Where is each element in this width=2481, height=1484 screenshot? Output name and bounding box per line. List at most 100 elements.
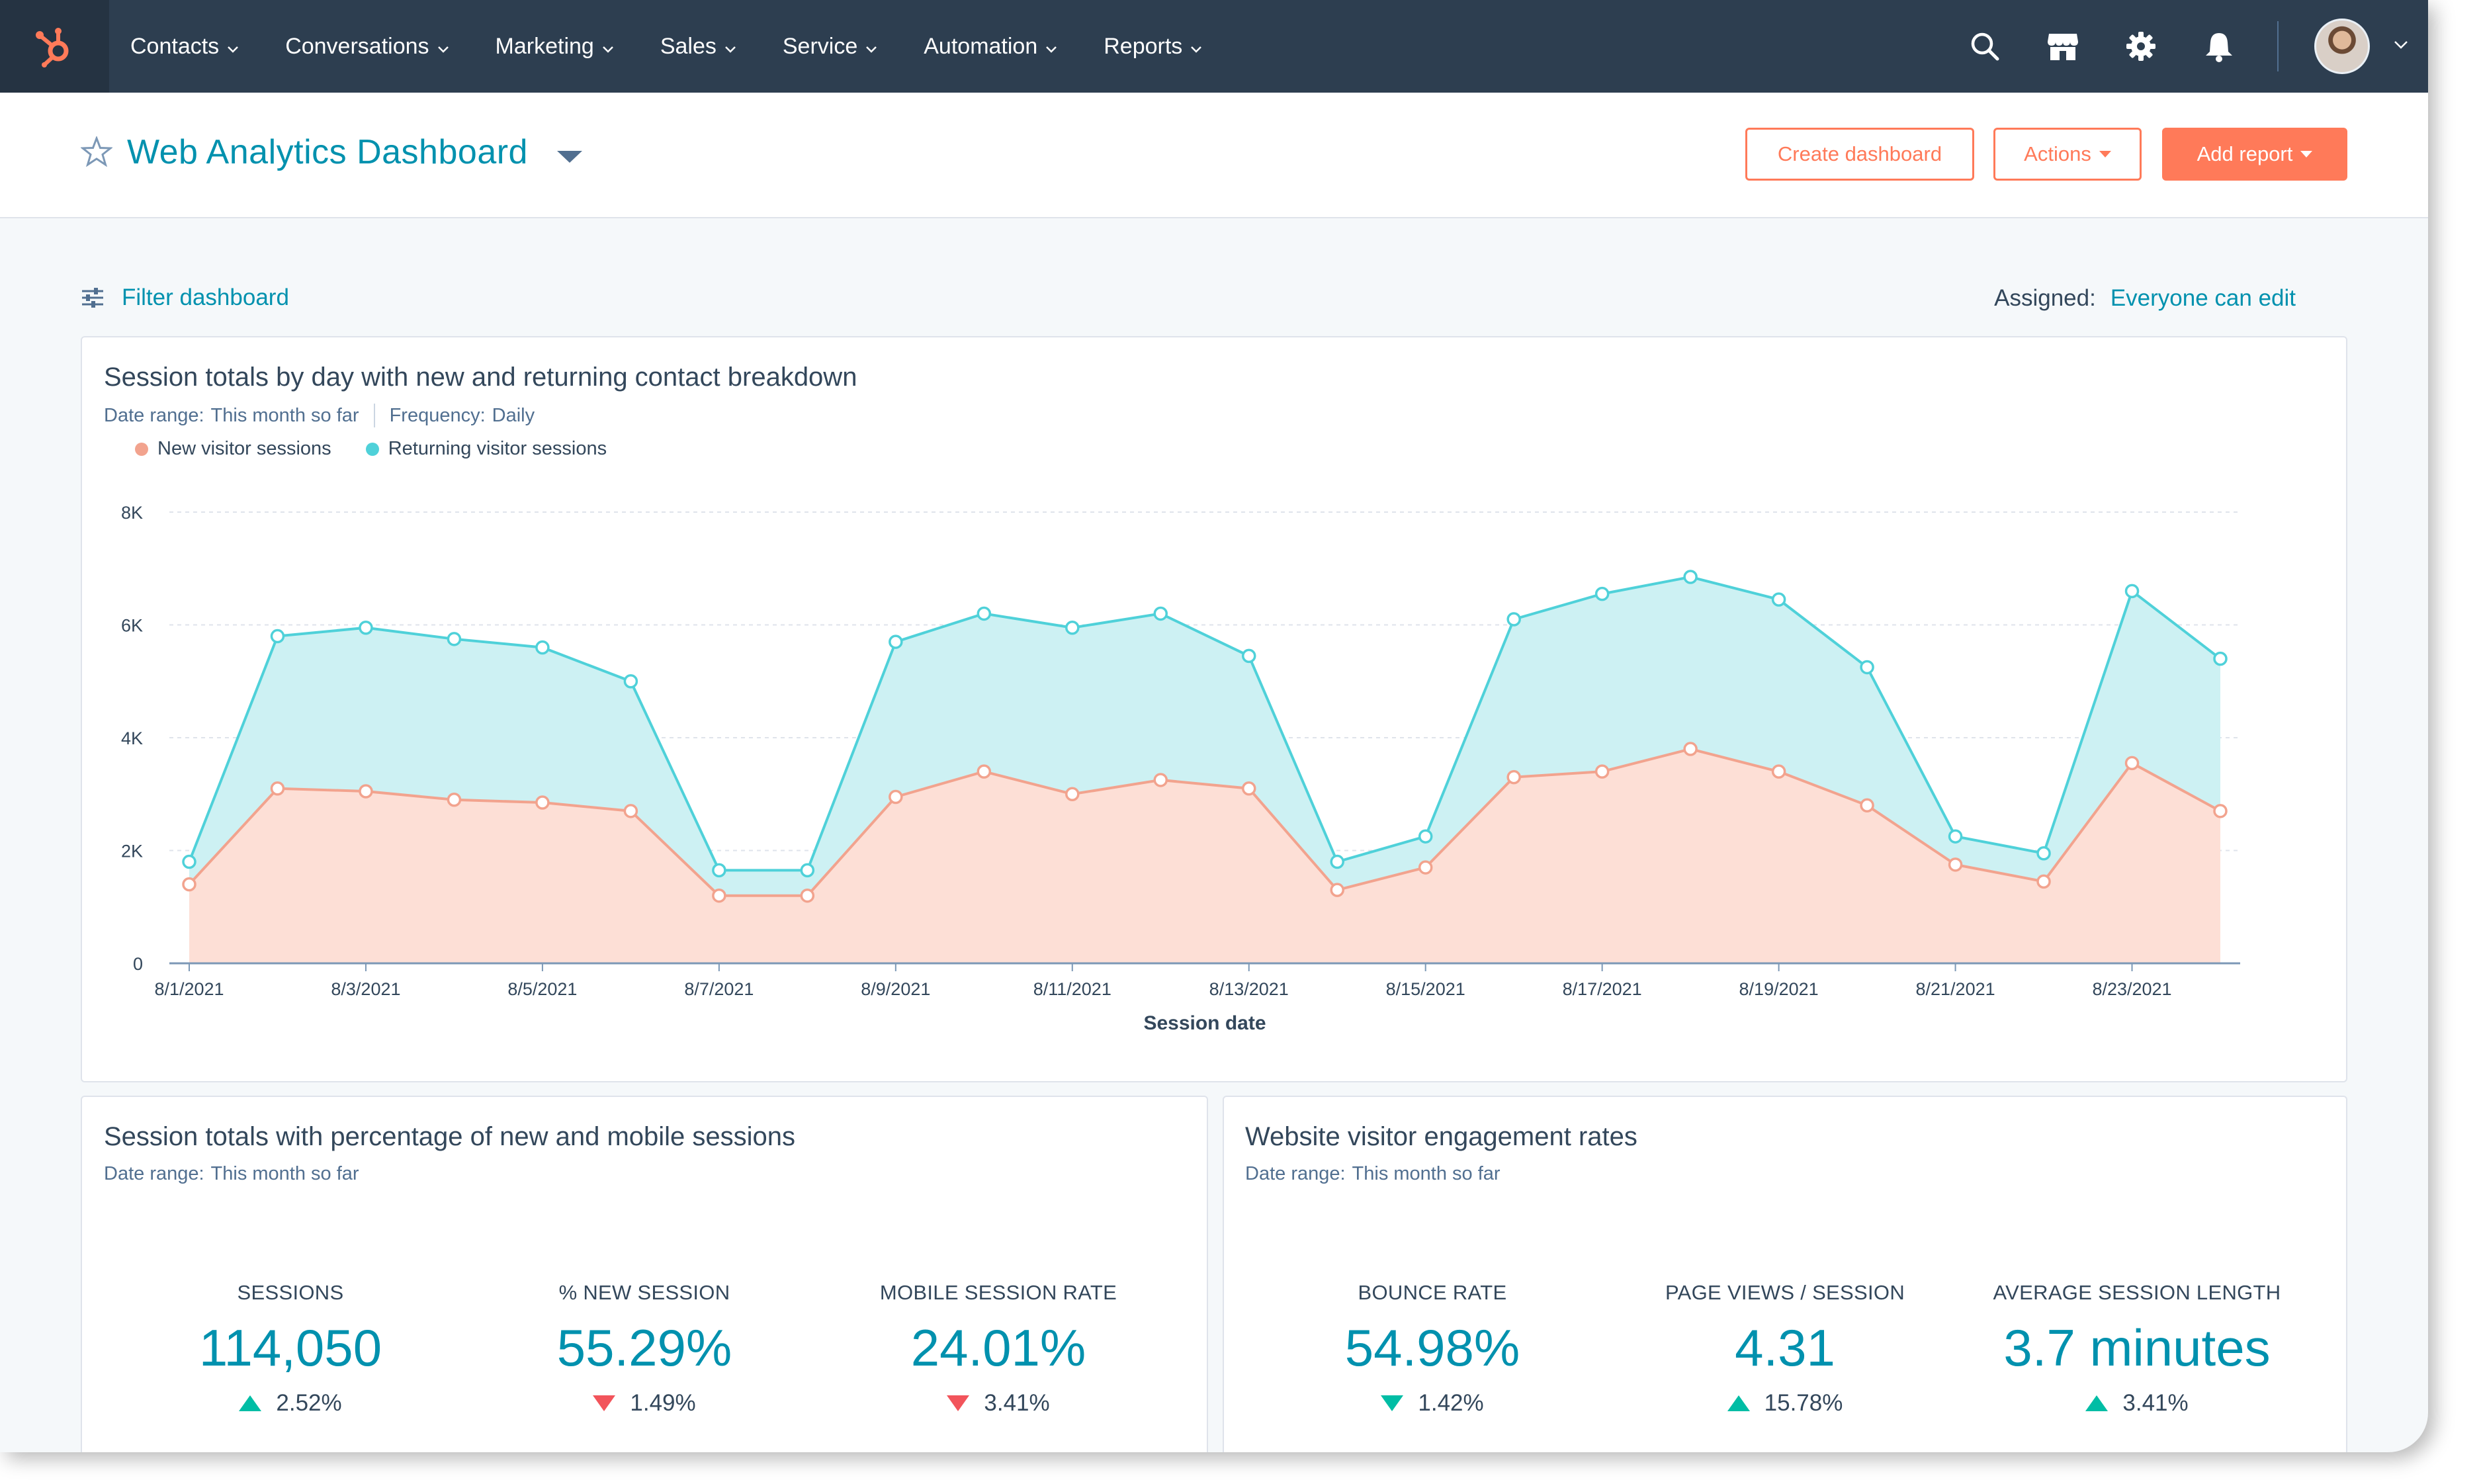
nav-automation[interactable]: Automation (924, 34, 1057, 60)
nav-reports[interactable]: Reports (1104, 34, 1202, 60)
returning-visitor-point (1153, 606, 1168, 621)
nav-label: Reports (1104, 33, 1183, 59)
kpi-card-title: Website visitor engagement rates (1245, 1122, 1637, 1151)
kpi-change-value: 3.41% (2122, 1390, 2189, 1416)
kpi-change-value: 15.78% (1764, 1390, 1843, 1416)
nav-marketing[interactable]: Marketing (496, 34, 614, 60)
assigned-value-link[interactable]: Everyone can edit (2110, 285, 2296, 311)
chevron-down-icon (1045, 34, 1057, 60)
returning-visitor-area (189, 577, 2220, 896)
new-visitor-point (1241, 781, 1256, 796)
y-tick-label: 2K (121, 842, 143, 861)
new-visitor-point (1860, 798, 1874, 813)
legend-item-returning[interactable]: Returning visitor sessions (365, 438, 607, 460)
chevron-down-icon[interactable] (2394, 40, 2408, 53)
kpi-change-value: 3.41% (984, 1390, 1050, 1416)
nav-sales[interactable]: Sales (660, 34, 736, 60)
favorite-star-icon[interactable] (79, 135, 114, 170)
caret-down-icon (2099, 151, 2111, 157)
new-visitor-point (447, 793, 462, 807)
chevron-down-icon (437, 34, 449, 60)
kpi-label: PAGE VIEWS / SESSION (1665, 1281, 1905, 1304)
chevron-down-icon (865, 34, 877, 60)
y-tick-label: 4K (121, 728, 143, 748)
chart-title: Session totals by day with new and retur… (104, 363, 857, 392)
button-label: Actions (2024, 142, 2091, 165)
add-report-button[interactable]: Add report (2162, 128, 2347, 181)
nav-service[interactable]: Service (783, 34, 877, 60)
search-icon[interactable] (1965, 26, 2005, 66)
chevron-down-icon (724, 34, 736, 60)
kpi-page-views-per-session: PAGE VIEWS / SESSION 4.31 15.78% (1613, 1281, 1957, 1417)
x-tick-label: 8/13/2021 (1209, 979, 1289, 999)
notification-bell-icon[interactable] (2199, 26, 2239, 66)
kpi-sessions: SESSIONS 114,050 2.52% (118, 1281, 462, 1417)
dashboard-switcher-caret-icon[interactable] (556, 150, 584, 167)
new-visitor-point (1594, 764, 1610, 779)
date-range-label: Date range: (104, 1163, 204, 1184)
session-totals-chart-card: Session totals by day with new and retur… (81, 336, 2347, 1082)
marketplace-icon[interactable] (2043, 26, 2083, 66)
kpi-label: AVERAGE SESSION LENGTH (1993, 1281, 2281, 1304)
chart-legend: New visitor sessions Returning visitor s… (135, 438, 641, 460)
kpi-change: 2.52% (118, 1390, 462, 1417)
returning-visitor-point (1771, 592, 1786, 607)
kpi-value: 54.98% (1344, 1319, 1520, 1377)
kpi-label: MOBILE SESSION RATE (879, 1281, 1117, 1304)
returning-visitor-line (188, 575, 2222, 872)
session-kpi-card: Session totals with percentage of new an… (81, 1096, 1208, 1452)
nav-label: Contacts (130, 33, 220, 59)
returning-visitor-point (1683, 570, 1698, 584)
trend-down-icon (1381, 1395, 1404, 1411)
gear-icon[interactable] (2121, 26, 2161, 66)
nav-label: Sales (660, 33, 717, 59)
nav-label: Service (782, 33, 858, 59)
returning-visitor-point (2036, 846, 2051, 861)
x-tick-label: 8/17/2021 (1563, 979, 1642, 999)
create-dashboard-button[interactable]: Create dashboard (1745, 128, 1974, 181)
date-range-value: This month so far (1352, 1163, 1501, 1184)
kpi-change-value: 1.42% (1418, 1390, 1484, 1416)
kpi-change-value: 1.49% (630, 1390, 696, 1416)
kpi-change: 15.78% (1613, 1390, 1957, 1417)
new-visitor-point (712, 888, 726, 903)
new-visitor-point (889, 789, 903, 805)
legend-label: New visitor sessions (157, 438, 331, 459)
new-visitor-point (1683, 742, 1698, 756)
x-tick-label: 8/23/2021 (2092, 979, 2171, 999)
filter-label: Filter dashboard (122, 284, 289, 310)
assigned-label: Assigned: (1994, 285, 2096, 311)
returning-visitor-point (1948, 829, 1963, 844)
avatar[interactable] (2314, 19, 2370, 74)
new-visitor-point (623, 804, 638, 818)
new-visitor-point (800, 888, 815, 903)
nav-divider (2277, 21, 2279, 71)
kpi-label: SESSIONS (237, 1281, 344, 1304)
new-visitor-point (1330, 883, 1344, 897)
returning-visitor-point (1506, 612, 1521, 627)
returning-visitor-point (1330, 854, 1344, 869)
kpi-label: % NEW SESSION (558, 1281, 730, 1304)
nav-label: Marketing (495, 33, 594, 59)
kpi-change: 3.41% (1965, 1390, 2309, 1417)
returning-visitor-point (2213, 651, 2228, 666)
legend-swatch (365, 442, 379, 456)
nav-contacts[interactable]: Contacts (130, 34, 239, 60)
new-visitor-point (270, 781, 285, 796)
returning-visitor-point (1065, 621, 1080, 635)
filter-dashboard-button[interactable]: Filter dashboard (81, 284, 289, 311)
new-visitor-point (1418, 860, 1433, 875)
button-label: Add report (2197, 142, 2293, 165)
returning-visitor-point (182, 854, 196, 869)
nav-conversations[interactable]: Conversations (285, 34, 449, 60)
returning-visitor-point (712, 863, 726, 878)
legend-item-new[interactable]: New visitor sessions (135, 438, 331, 460)
kpi-change-value: 2.52% (276, 1390, 342, 1416)
x-tick-label: 8/11/2021 (1033, 979, 1111, 999)
actions-button[interactable]: Actions (1993, 128, 2142, 181)
returning-visitor-point (1418, 829, 1433, 844)
hubspot-logo[interactable] (0, 0, 109, 93)
nav-label: Conversations (285, 33, 429, 59)
new-visitor-point (359, 784, 373, 799)
kpi-value: 24.01% (910, 1319, 1086, 1377)
